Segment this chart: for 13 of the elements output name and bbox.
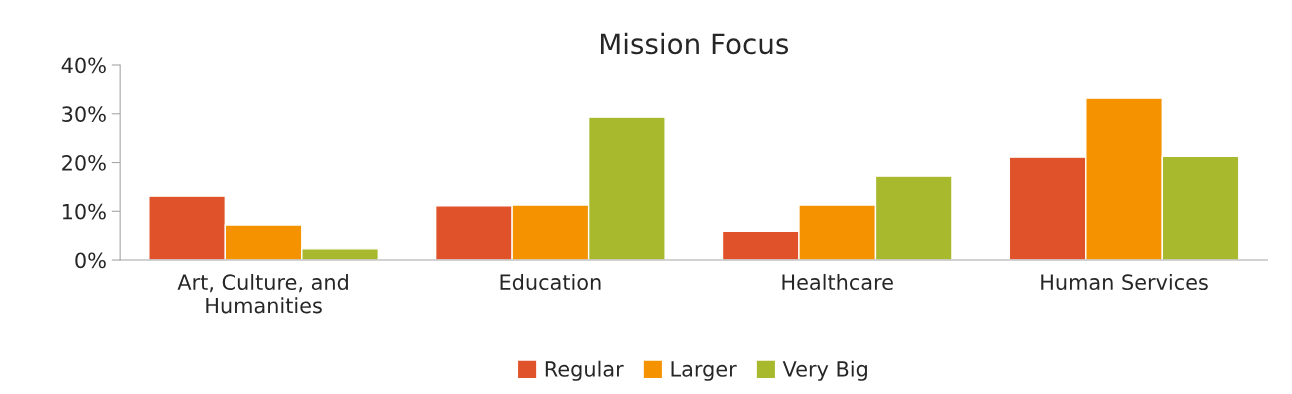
y-tick-label: 30%	[62, 106, 106, 122]
legend-label: Regular	[545, 360, 624, 381]
y-tick-label: 10%	[62, 203, 106, 220]
y-tick-label: 40%	[61, 57, 106, 74]
y-tick-label: 0%	[75, 252, 106, 269]
x-tick-label: Healthcare	[782, 273, 893, 291]
chart-title: Mission Focus	[600, 32, 788, 55]
legend-label: Larger	[671, 361, 737, 381]
x-tick-label: Human Services	[1041, 273, 1208, 291]
y-tick-label: 20%	[62, 154, 106, 171]
legend-label: Very Big	[782, 360, 867, 381]
x-tick-label: Art, Culture, and Humanities	[177, 273, 348, 314]
x-tick-label: Education	[500, 273, 601, 291]
